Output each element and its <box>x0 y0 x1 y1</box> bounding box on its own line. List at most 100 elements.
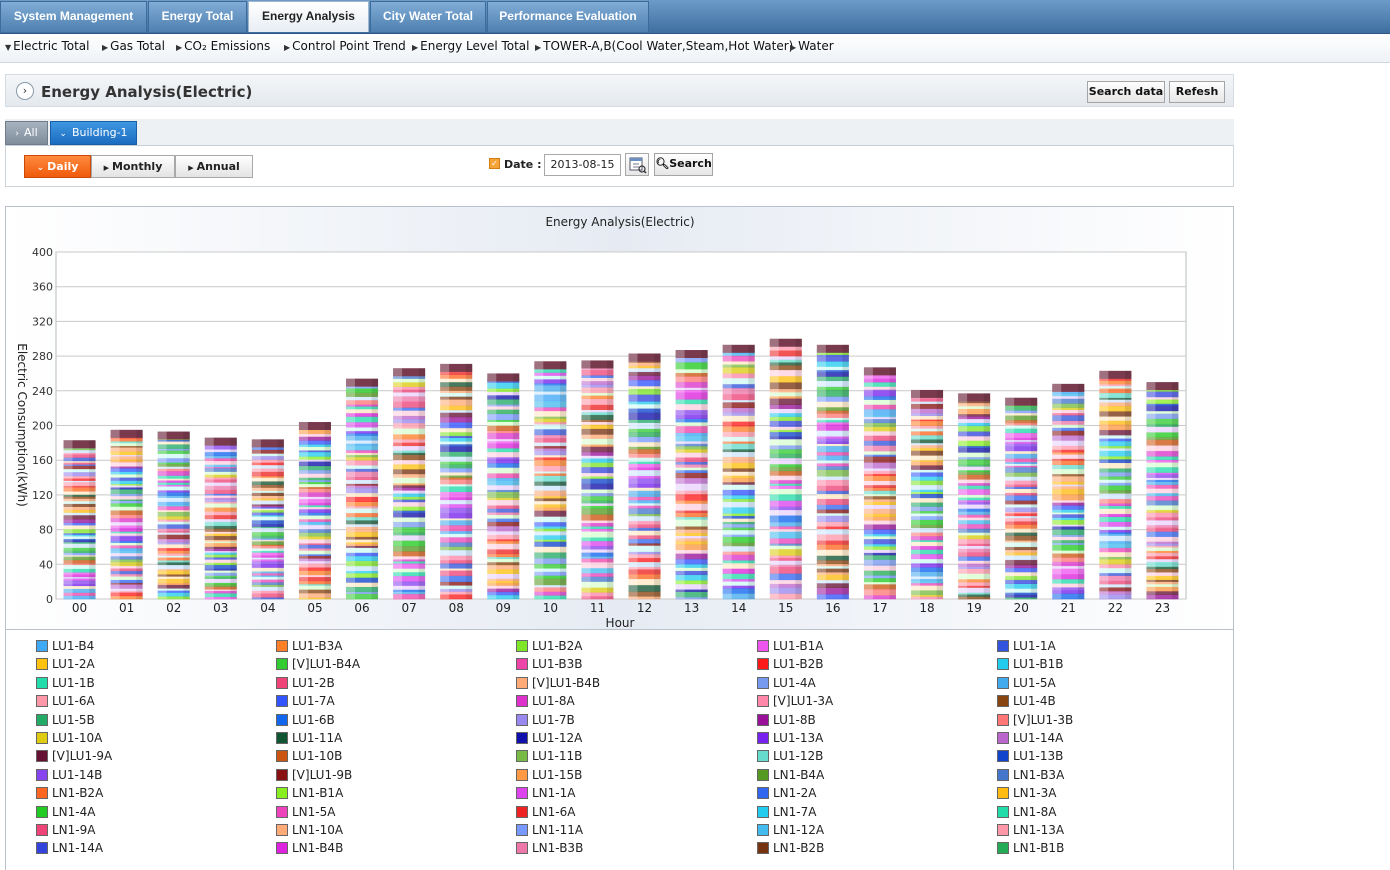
legend-item[interactable]: LU1-6A <box>36 692 95 710</box>
legend-item[interactable]: LN1-B3A <box>997 766 1064 784</box>
legend-item[interactable]: LN1-9A <box>36 821 95 839</box>
legend-item[interactable]: LU1-14B <box>36 766 102 784</box>
legend-item[interactable]: LU1-7A <box>276 692 335 710</box>
legend-item[interactable]: LU1-B2A <box>516 637 582 655</box>
legend-item[interactable]: LU1-1A <box>997 637 1056 655</box>
legend-item[interactable]: [V]LU1-B4A <box>276 655 360 673</box>
x-tick-label: 21 <box>1061 601 1076 615</box>
legend-item[interactable]: LU1-6B <box>276 711 335 729</box>
bar-segment <box>722 573 755 580</box>
tab-energy-total[interactable]: Energy Total <box>148 1 247 32</box>
legend-item[interactable]: LN1-12A <box>757 821 824 839</box>
subnav-tower-ab[interactable]: ▶ TOWER-A,B(Cool Water,Steam,Hot Water) <box>535 39 793 53</box>
bar-segment <box>393 469 426 475</box>
tab-system-management[interactable]: System Management <box>0 1 147 32</box>
date-input[interactable]: 2013-08-15 <box>544 154 621 176</box>
legend-item[interactable]: LU1-B1A <box>757 637 823 655</box>
legend-item[interactable]: [V]LU1-9B <box>276 766 352 784</box>
tab-performance-evaluation[interactable]: Performance Evaluation <box>487 1 649 32</box>
legend-item[interactable]: LU1-12A <box>516 729 582 747</box>
annual-button[interactable]: ▶ Annual <box>175 155 253 178</box>
tab-city-water-total[interactable]: City Water Total <box>370 1 486 32</box>
tab-all[interactable]: › All <box>5 121 48 145</box>
legend-item[interactable]: LN1-B4A <box>757 766 824 784</box>
subnav-water[interactable]: ▶ Water <box>790 39 834 53</box>
legend-item[interactable]: LU1-11A <box>276 729 342 747</box>
legend-item[interactable]: LU1-B1B <box>997 655 1064 673</box>
legend-label: LN1-2A <box>773 786 817 801</box>
legend-item[interactable]: [V]LU1-3B <box>997 711 1073 729</box>
tab-energy-analysis[interactable]: Energy Analysis <box>248 1 369 32</box>
legend-item[interactable]: LN1-4A <box>36 803 95 821</box>
subnav-electric-total[interactable]: ▼ Electric Total <box>5 39 89 53</box>
legend-item[interactable]: LN1-14A <box>36 839 103 857</box>
bar-segment <box>863 473 896 476</box>
chevron-right-icon[interactable]: › <box>16 82 34 100</box>
tab-building-1[interactable]: ⌄ Building-1 <box>50 121 137 145</box>
legend-item[interactable]: LU1-12B <box>757 747 823 765</box>
legend-item[interactable]: LN1-5A <box>276 803 335 821</box>
bar-segment <box>346 476 379 481</box>
subnav-control-point-trend[interactable]: ▶ Control Point Trend <box>284 39 406 53</box>
legend-item[interactable]: LU1-8B <box>757 711 816 729</box>
bar-segment <box>581 380 614 385</box>
legend-item[interactable]: LU1-B2B <box>757 655 824 673</box>
legend-item[interactable]: LU1-10A <box>36 729 102 747</box>
bar-segment <box>487 594 520 600</box>
legend-item[interactable]: LU1-13B <box>997 747 1063 765</box>
bar-segment <box>487 508 520 513</box>
legend-item[interactable]: LN1-10A <box>276 821 343 839</box>
legend-item[interactable]: LU1-7B <box>516 711 575 729</box>
bar-segment <box>346 501 379 507</box>
bar-segment <box>816 555 849 561</box>
legend-item[interactable]: LU1-5B <box>36 711 95 729</box>
legend-item[interactable]: [V]LU1-B4B <box>516 674 600 692</box>
subnav-gas-total[interactable]: ▶ Gas Total <box>102 39 165 53</box>
legend-item[interactable]: [V]LU1-9A <box>36 747 112 765</box>
legend-item[interactable]: LU1-8A <box>516 692 575 710</box>
bar-segment <box>251 492 284 496</box>
subnav-energy-level-total[interactable]: ▶ Energy Level Total <box>412 39 530 53</box>
legend-item[interactable]: LU1-14A <box>997 729 1063 747</box>
legend-item[interactable]: LU1-2B <box>276 674 335 692</box>
search-button[interactable]: 🔍︎Search <box>654 153 713 176</box>
legend-item[interactable]: LN1-1A <box>516 784 575 802</box>
legend-item[interactable]: LN1-3A <box>997 784 1056 802</box>
legend-item[interactable]: LN1-B2A <box>36 784 103 802</box>
legend-item[interactable]: LN1-11A <box>516 821 583 839</box>
legend-item[interactable]: LN1-7A <box>757 803 816 821</box>
legend-item[interactable]: LN1-6A <box>516 803 575 821</box>
search-data-button[interactable]: Search data <box>1087 81 1165 103</box>
legend-item[interactable]: [V]LU1-3A <box>757 692 833 710</box>
legend-item[interactable]: LN1-B4B <box>276 839 343 857</box>
legend-item[interactable]: LN1-2A <box>757 784 816 802</box>
subnav-co2-emissions[interactable]: ▶ CO₂ Emissions <box>176 39 270 53</box>
bar-segment <box>251 561 284 565</box>
legend-item[interactable]: LU1-4B <box>997 692 1056 710</box>
legend-item[interactable]: LN1-13A <box>997 821 1064 839</box>
legend-item[interactable]: LU1-11B <box>516 747 582 765</box>
legend-item[interactable]: LU1-1B <box>36 674 95 692</box>
legend-item[interactable]: LN1-8A <box>997 803 1056 821</box>
legend-item[interactable]: LN1-B3B <box>516 839 583 857</box>
legend-item[interactable]: LU1-B3A <box>276 637 342 655</box>
bar-cap <box>204 437 237 446</box>
legend-item[interactable]: LU1-4A <box>757 674 816 692</box>
calendar-icon[interactable] <box>625 153 649 176</box>
legend-item[interactable]: LU1-15B <box>516 766 582 784</box>
legend-item[interactable]: LU1-5A <box>997 674 1056 692</box>
refresh-button[interactable]: Refesh <box>1169 81 1225 103</box>
bar-cap <box>63 440 96 449</box>
legend-item[interactable]: LN1-B2B <box>757 839 824 857</box>
daily-button[interactable]: ⌄ Daily <box>24 155 91 178</box>
bar-segment <box>110 445 143 448</box>
legend-item[interactable]: LU1-13A <box>757 729 823 747</box>
legend-item[interactable]: LN1-B1B <box>997 839 1064 857</box>
legend-item[interactable]: LU1-2A <box>36 655 95 673</box>
bar-segment <box>157 521 190 525</box>
legend-item[interactable]: LU1-B4 <box>36 637 94 655</box>
legend-item[interactable]: LU1-B3B <box>516 655 583 673</box>
legend-item[interactable]: LN1-B1A <box>276 784 343 802</box>
monthly-button[interactable]: ▶ Monthly <box>91 155 175 178</box>
legend-item[interactable]: LU1-10B <box>276 747 342 765</box>
